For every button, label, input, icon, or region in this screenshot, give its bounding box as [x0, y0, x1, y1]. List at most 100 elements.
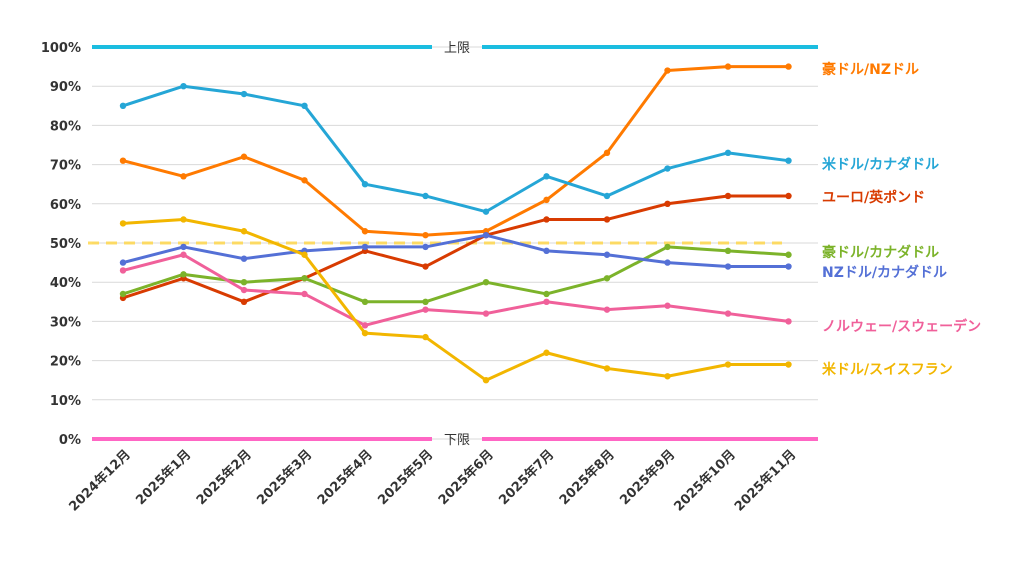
data-point	[482, 279, 490, 286]
data-point	[785, 318, 792, 325]
series-line	[122, 65, 789, 237]
data-point	[664, 243, 671, 251]
data-point	[422, 243, 429, 251]
data-point	[119, 267, 127, 274]
data-point	[724, 149, 732, 157]
data-point	[301, 102, 308, 110]
y-tick-label: 90%	[50, 80, 81, 95]
x-axis: 2024年12月 2025年1月 2025年2月 2025年3月 2025年4月 2025…	[66, 447, 800, 515]
data-point	[422, 333, 429, 341]
y-tick-label: 0%	[59, 433, 81, 448]
data-point	[603, 216, 611, 223]
series-label: 豪ドル/カナダドル	[822, 244, 939, 261]
data-point	[724, 247, 732, 255]
data-point	[119, 102, 127, 110]
data-point	[785, 192, 792, 200]
series-3	[119, 243, 792, 305]
data-point	[724, 192, 732, 200]
series-0	[119, 63, 792, 239]
data-point	[482, 208, 490, 215]
data-point	[301, 177, 308, 184]
data-point	[664, 373, 671, 380]
data-point	[240, 153, 248, 160]
series-1	[119, 83, 792, 215]
data-point	[664, 165, 671, 172]
y-tick-label: 60%	[50, 198, 81, 213]
data-point	[240, 286, 248, 294]
x-tick-label: 2025年5月	[375, 447, 437, 509]
series-5	[119, 251, 792, 329]
lower-limit-label: 下限	[444, 433, 470, 448]
data-point	[301, 275, 308, 282]
series-label: 米ドル/カナダドル	[822, 156, 939, 173]
data-point	[361, 322, 369, 329]
series-label: 豪ドル/NZドル	[822, 61, 919, 78]
y-axis: 0% 10% 20% 30% 40% 50% 60% 70% 80% 90% 100%	[41, 41, 81, 448]
data-point	[543, 173, 550, 180]
x-tick-label: 2024年12月	[66, 447, 134, 515]
data-point	[785, 251, 792, 258]
data-point	[180, 271, 187, 278]
y-tick-label: 80%	[50, 119, 81, 134]
series-6	[119, 216, 792, 384]
data-point	[422, 306, 429, 313]
upper-limit-label: 上限	[444, 41, 470, 56]
data-point	[301, 251, 308, 258]
data-point	[240, 255, 248, 262]
data-point	[361, 298, 369, 305]
data-point	[361, 228, 369, 235]
data-point	[422, 192, 429, 200]
y-tick-label: 70%	[50, 159, 81, 174]
x-tick-label: 2025年6月	[435, 447, 497, 509]
data-point	[603, 306, 611, 313]
series-line	[122, 217, 789, 382]
data-point	[724, 63, 732, 70]
data-point	[180, 243, 187, 251]
data-point	[664, 200, 671, 207]
y-tick-label: 50%	[50, 237, 81, 252]
series-line	[122, 84, 789, 214]
series-label: NZドル/カナダドル	[822, 264, 947, 281]
data-point	[482, 377, 490, 384]
data-point	[119, 290, 127, 298]
data-point	[785, 361, 792, 368]
data-point	[119, 220, 127, 227]
data-point	[664, 67, 671, 74]
data-point	[603, 192, 611, 200]
data-point	[240, 298, 248, 305]
x-tick-label: 2025年7月	[496, 447, 558, 509]
series-group	[119, 63, 792, 384]
x-tick-label: 2025年9月	[617, 447, 679, 509]
data-point	[301, 290, 308, 298]
data-point	[180, 216, 187, 223]
series-line	[122, 245, 789, 304]
data-point	[785, 63, 792, 70]
data-point	[603, 251, 611, 258]
data-point	[361, 243, 369, 251]
data-point	[422, 298, 429, 305]
data-point	[724, 310, 732, 317]
data-point	[785, 157, 792, 164]
x-tick-label: 2025年8月	[556, 447, 618, 509]
data-point	[543, 216, 550, 223]
data-point	[543, 196, 550, 204]
data-point	[664, 302, 671, 309]
data-point	[543, 247, 550, 255]
data-point	[482, 231, 490, 239]
data-point	[422, 231, 429, 239]
series-label: ノルウェー/スウェーデン	[822, 318, 981, 335]
data-point	[119, 259, 127, 266]
data-point	[543, 290, 550, 298]
y-tick-label: 30%	[50, 315, 81, 330]
data-point	[240, 90, 248, 98]
series-4	[119, 231, 792, 270]
data-point	[724, 361, 732, 368]
data-point	[664, 259, 671, 266]
x-tick-label: 2025年11月	[731, 447, 799, 515]
data-point	[482, 310, 490, 317]
data-point	[119, 157, 127, 164]
data-point	[422, 263, 429, 270]
series-line	[122, 194, 789, 304]
